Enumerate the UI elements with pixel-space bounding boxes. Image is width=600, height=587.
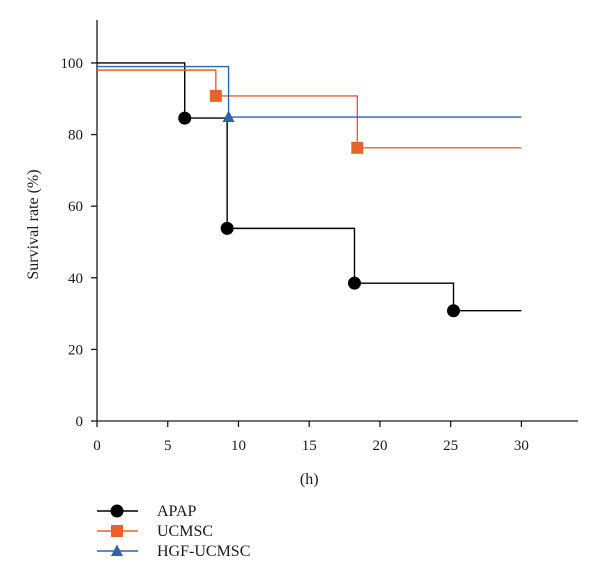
x-tick-label-5: 5 [164,438,172,454]
legend-label-hgf-ucmsc: HGF-UCMSC [157,543,250,560]
x-tick-label-0: 0 [93,438,101,454]
data-point-apap-3 [347,276,361,290]
y-axis-label: Survival rate (%) [25,169,42,279]
x-tick-label-10: 10 [231,438,246,454]
series-line-ucmsc [97,69,522,149]
legend-label-ucmsc: UCMSC [157,523,213,540]
series-line-apap [97,62,522,312]
series-layer [97,62,522,312]
y-tick-label-20: 20 [68,342,83,358]
y-tick-label-0: 0 [76,414,84,430]
axes: 0 20 40 60 80 100 0 5 10 15 20 25 30 [61,20,578,454]
y-tick-label-60: 60 [68,199,83,215]
x-tick-label-15: 15 [302,438,317,454]
y-tick-label-80: 80 [68,128,83,144]
marker-layer [178,89,461,318]
data-point-apap-2 [220,221,234,235]
legend-label-apap: APAP [157,503,197,520]
x-tick-label-30: 30 [514,438,529,454]
legend: APAP UCMSC HGF-UCMSC [97,503,250,560]
y-tick-label-100: 100 [61,56,84,72]
legend-marker-ucmsc [111,525,123,537]
data-point-apap-1 [178,111,192,125]
data-point-ucmsc-2 [351,141,364,154]
y-tick-label-40: 40 [68,271,83,287]
x-tick-label-20: 20 [372,438,387,454]
legend-item-ucmsc: UCMSC [97,523,213,540]
series-line-hgf-ucmsc [97,65,522,118]
legend-item-hgf-ucmsc: HGF-UCMSC [97,543,250,560]
data-point-ucmsc-1 [209,89,222,102]
data-point-hgf-ucmsc-1 [222,110,235,123]
x-tick-label-25: 25 [443,438,458,454]
legend-marker-hgf-ucmsc [111,544,123,556]
data-point-apap-4 [447,304,461,318]
x-axis-label: (h) [300,471,319,488]
legend-marker-apap [110,504,124,518]
legend-item-apap: APAP [97,503,197,520]
